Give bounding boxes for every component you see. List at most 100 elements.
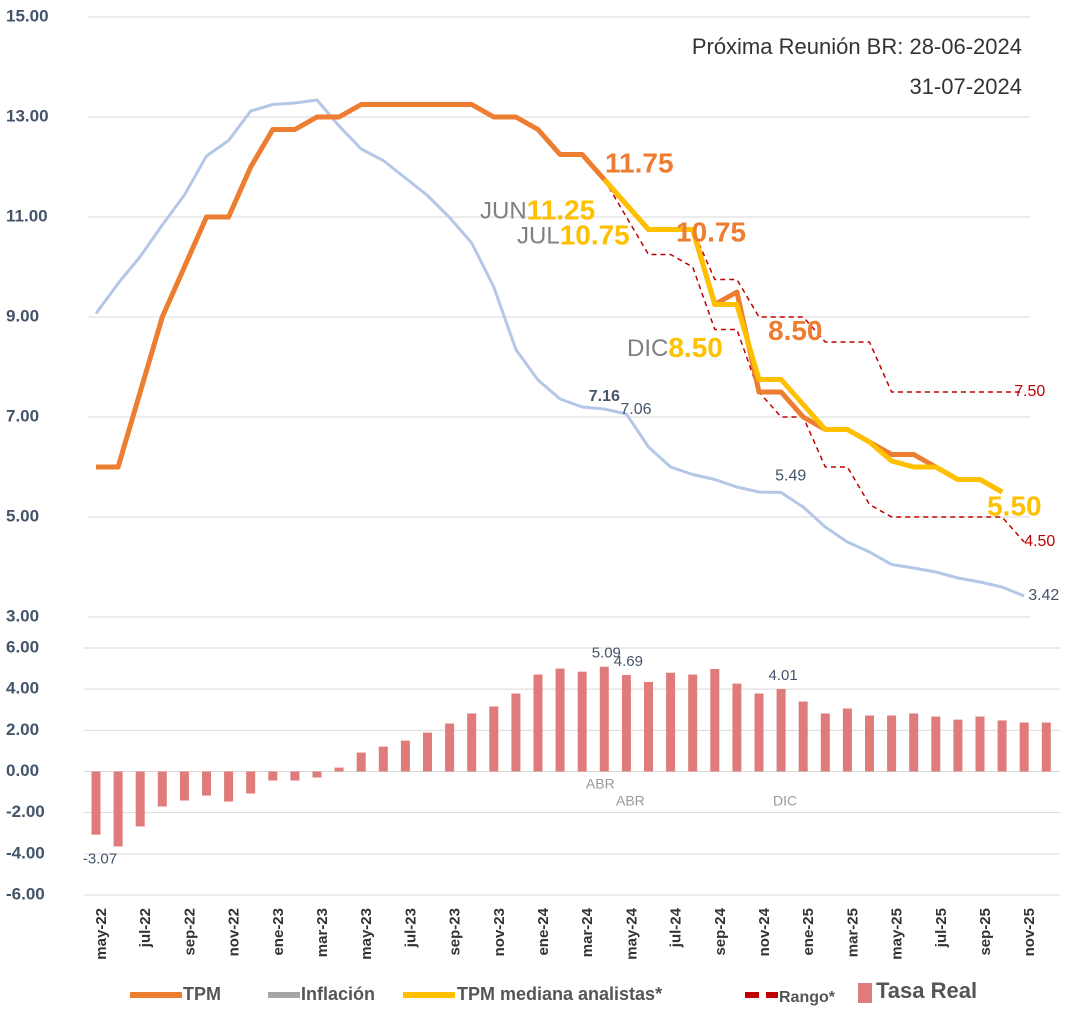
- y-tick-label: 5.00: [6, 506, 39, 525]
- range-label: 7.50: [1014, 383, 1045, 400]
- bar-tag: ABR: [616, 793, 645, 809]
- bar: [91, 771, 101, 835]
- annotation-value: 10.75: [560, 220, 630, 251]
- bar: [975, 716, 985, 772]
- x-tick-label: may-24: [623, 907, 640, 959]
- bar-tag: DIC: [773, 793, 797, 809]
- x-tick-label: nov-24: [756, 907, 773, 956]
- bar: [953, 719, 963, 772]
- annotation-prefix: JUN: [480, 198, 527, 225]
- bar: [842, 708, 852, 772]
- y-tick-label: 6.00: [6, 637, 39, 656]
- bar: [621, 674, 631, 772]
- range-lower: [603, 179, 1025, 543]
- annotation-prefix: DIC: [627, 335, 668, 362]
- bar: [710, 668, 720, 772]
- bar: [489, 706, 499, 772]
- bar: [555, 668, 565, 772]
- bar: [246, 771, 256, 794]
- annotation-prefix: JUL: [517, 223, 560, 250]
- bar: [400, 740, 410, 772]
- annotation-value: 11.25: [527, 195, 596, 226]
- legend-swatch: [858, 983, 872, 1003]
- annotation: JUN11.25: [480, 195, 595, 226]
- bar: [909, 713, 919, 772]
- bar: [865, 715, 874, 772]
- bar: [798, 701, 808, 772]
- data-label: 5.50: [987, 490, 1042, 521]
- y-tick-label: 11.00: [6, 206, 48, 225]
- y-tick-label: 7.00: [6, 406, 39, 425]
- bar: [445, 723, 455, 772]
- bar: [423, 732, 432, 772]
- x-tick-label: mar-25: [844, 908, 861, 957]
- bar: [1019, 722, 1029, 772]
- legend-label: Tasa Real: [876, 978, 977, 1003]
- median-line: [602, 177, 1004, 495]
- x-tick-label: may-23: [358, 908, 375, 960]
- annotation-value: 11.75: [605, 148, 674, 179]
- legend-label: TPM mediana analistas*: [457, 984, 662, 1004]
- data-label: 7.06: [620, 401, 651, 418]
- y-tick-label: -2.00: [6, 802, 45, 821]
- data-label: 7.16: [589, 388, 620, 405]
- bar: [334, 767, 344, 772]
- x-tick-label: sep-24: [712, 907, 729, 955]
- x-tick-label: sep-22: [181, 908, 198, 956]
- annotation: DIC8.50: [627, 332, 723, 363]
- data-label: 4.01: [768, 667, 797, 684]
- legend-label: TPM: [183, 984, 221, 1004]
- bar: [533, 674, 543, 772]
- note: 31-07-2024: [909, 74, 1022, 99]
- x-tick-label: jul-22: [137, 908, 154, 948]
- bar: [268, 771, 278, 781]
- x-tick-label: mar-23: [314, 908, 331, 957]
- legend-label: Rango*: [779, 989, 836, 1006]
- x-tick-label: sep-23: [447, 908, 464, 956]
- x-tick-label: sep-25: [977, 908, 994, 956]
- y-tick-label: 2.00: [6, 720, 39, 739]
- bar: [202, 771, 211, 796]
- bar: [688, 674, 698, 772]
- data-label: 4.69: [614, 653, 643, 670]
- y-tick-label: 4.00: [6, 679, 39, 698]
- x-tick-label: ene-24: [535, 907, 552, 955]
- bar: [644, 681, 653, 772]
- bar: [113, 771, 123, 847]
- x-tick-label: nov-22: [226, 908, 243, 956]
- x-tick-label: ene-23: [270, 908, 287, 956]
- x-tick-label: jul-23: [402, 908, 419, 948]
- annotation-value: 8.50: [768, 315, 823, 346]
- bar: [157, 771, 167, 807]
- bar: [931, 716, 941, 772]
- x-tick-label: may-25: [889, 908, 906, 960]
- bar: [224, 771, 234, 802]
- data-label: 5.09: [592, 645, 621, 662]
- bar: [599, 666, 609, 772]
- bar: [511, 693, 521, 772]
- bar-tag: ABR: [586, 776, 615, 792]
- data-label: -3.07: [83, 851, 117, 868]
- data-label: 5.49: [775, 468, 806, 485]
- y-tick-label: -4.00: [6, 843, 45, 862]
- legend-label: Inflación: [301, 984, 375, 1004]
- y-tick-label: 3.00: [6, 606, 39, 625]
- annotation: 11.75: [605, 148, 674, 179]
- annotation-value: 10.75: [676, 217, 746, 248]
- note: Próxima Reunión BR: 28-06-2024: [692, 34, 1022, 59]
- x-tick-label: may-22: [93, 908, 110, 960]
- annotation-value: 8.50: [668, 332, 723, 363]
- y-tick-label: 9.00: [6, 306, 39, 325]
- data-label: 3.42: [1028, 587, 1059, 604]
- bar: [179, 771, 189, 801]
- y-tick-label: 0.00: [6, 761, 39, 780]
- bar: [577, 671, 587, 772]
- x-tick-label: nov-25: [1021, 908, 1038, 956]
- bar: [820, 713, 830, 772]
- bar: [887, 715, 897, 772]
- x-tick-label: jul-25: [933, 908, 950, 948]
- y-tick-label: 13.00: [6, 106, 49, 125]
- x-tick-label: jul-24: [668, 907, 685, 948]
- annotation: 10.75: [676, 217, 746, 248]
